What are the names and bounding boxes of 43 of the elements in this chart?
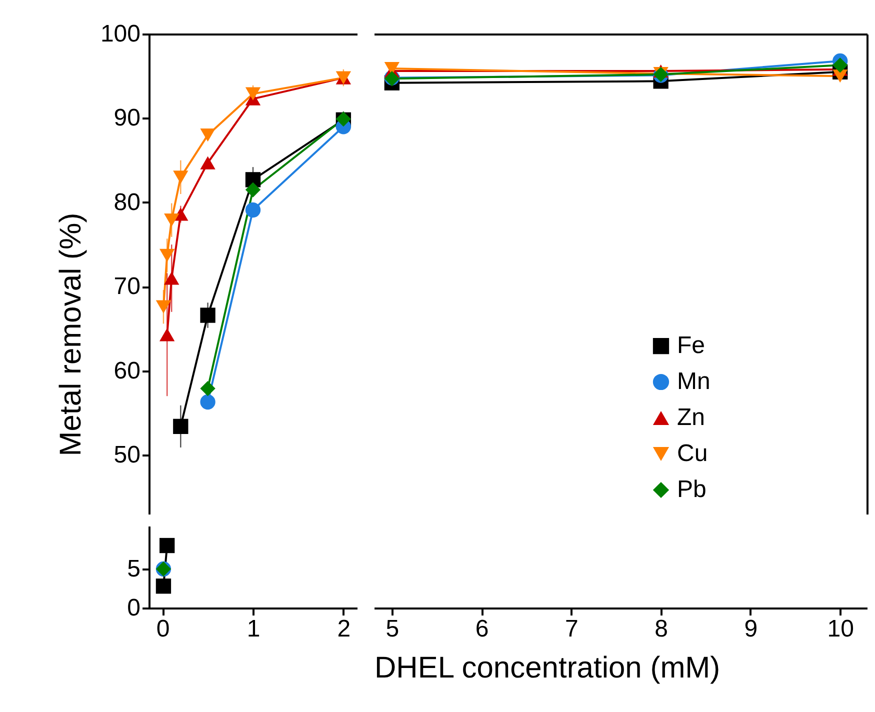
point: [200, 156, 216, 170]
point: [156, 578, 172, 594]
y-tick-label: 90: [114, 104, 140, 132]
x-tick-label: 9: [744, 616, 758, 642]
point: [245, 202, 261, 218]
point: [164, 272, 180, 285]
legend-label: Pb: [677, 476, 706, 503]
x-tick-label: 7: [565, 616, 578, 642]
y-tick-label: 80: [114, 188, 140, 216]
point: [156, 300, 172, 314]
x-axis-title: DHEL concentration (mM): [374, 652, 720, 684]
legend-label: Mn: [677, 368, 710, 395]
point: [200, 128, 216, 142]
point: [200, 380, 216, 396]
legend-label: Zn: [677, 404, 706, 431]
point: [160, 248, 175, 262]
y-tick-label: 60: [114, 357, 140, 384]
point: [173, 170, 188, 184]
y-tick-label: 0: [127, 594, 140, 622]
x-tick-label: 2: [337, 616, 351, 642]
y-axis-title: Metal removal (%): [54, 212, 88, 456]
point: [160, 328, 175, 342]
legend-label: Cu: [677, 440, 708, 467]
y-tick-label: 100: [100, 20, 140, 48]
point: [200, 308, 216, 323]
x-tick-label: 5: [386, 616, 400, 642]
x-tick-label: 6: [475, 616, 489, 642]
x-tick-label: 1: [246, 616, 260, 642]
y-tick-label: 70: [114, 273, 140, 300]
y-tick-label: 50: [114, 442, 140, 469]
point: [245, 182, 261, 198]
legend-label: Fe: [677, 332, 706, 359]
y-tick-label: 5: [127, 555, 140, 582]
point: [245, 87, 261, 100]
x-tick-label: 10: [827, 616, 854, 642]
point: [200, 394, 216, 410]
x-tick-label: 8: [654, 616, 668, 642]
point: [164, 214, 180, 227]
x-tick-label: 0: [156, 616, 170, 642]
point: [832, 58, 848, 73]
point: [173, 418, 188, 434]
point: [160, 538, 175, 554]
point: [832, 70, 848, 83]
